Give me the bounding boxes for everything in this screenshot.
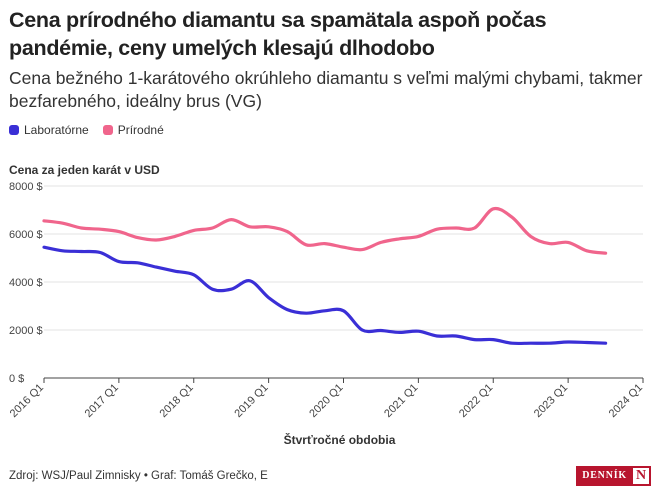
series-line-lab — [42, 245, 608, 346]
logo-letter: N — [631, 466, 651, 486]
logo-wordmark: DENNÍK — [576, 466, 631, 486]
x-tick-label: 2018 Q1 — [158, 382, 196, 420]
series-line-natural — [42, 206, 608, 255]
x-tick-label: 2019 Q1 — [232, 382, 270, 420]
x-tick-label: 2022 Q1 — [457, 382, 495, 420]
y-tick-label: 8000 $ — [9, 181, 43, 193]
legend-label-natural: Prírodné — [117, 123, 164, 137]
legend: Laboratórne Prírodné — [9, 122, 178, 138]
x-tick-label: 2021 Q1 — [382, 382, 420, 420]
x-tick-label: 2023 Q1 — [532, 382, 570, 420]
chart-subtitle: Cena bežného 1-karátového okrúhleho diam… — [9, 68, 643, 111]
legend-item-lab: Laboratórne — [9, 123, 89, 137]
legend-label-lab: Laboratórne — [24, 123, 89, 137]
denník-n-logo: DENNÍK N — [576, 465, 651, 487]
y-tick-label: 0 $ — [9, 373, 24, 385]
y-tick-label: 4000 $ — [9, 277, 43, 289]
x-tick-label: 2020 Q1 — [307, 382, 345, 420]
legend-swatch-natural — [102, 125, 113, 135]
legend-item-natural: Prírodné — [102, 123, 164, 137]
x-tick-label: 2016 Q1 — [8, 382, 46, 420]
x-tick-label: 2017 Q1 — [83, 382, 121, 420]
source-note: Zdroj: WSJ/Paul Zimnisky • Graf: Tomáš G… — [9, 470, 268, 482]
y-tick-label: 2000 $ — [9, 325, 43, 337]
chart-title: Cena prírodného diamantu sa spamätala as… — [9, 8, 547, 60]
x-tick-label: 2024 Q1 — [607, 382, 645, 420]
y-axis-title: Cena za jeden karát v USD — [9, 163, 160, 177]
y-tick-label: 6000 $ — [9, 229, 43, 241]
x-axis-title: Štvrťročné obdobia — [284, 432, 396, 447]
legend-swatch-lab — [9, 125, 19, 135]
